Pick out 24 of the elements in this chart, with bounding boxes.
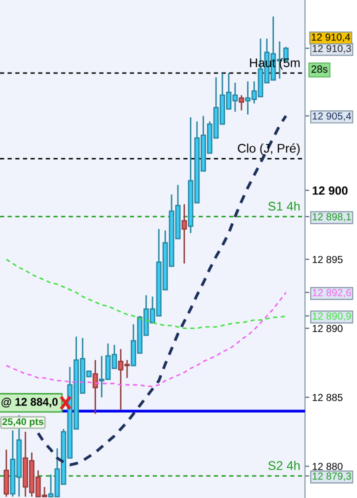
y-tick-label: 12 892,6 xyxy=(312,289,351,298)
candlestick xyxy=(238,94,244,112)
candlestick xyxy=(182,203,187,264)
candlestick xyxy=(92,359,98,415)
text: 28s xyxy=(312,65,328,73)
y-tick-label: 12 880 xyxy=(312,462,343,470)
y-tick-label: 12 895 xyxy=(312,256,343,264)
annotation: 25,40 pts xyxy=(2,418,44,428)
y-tick-label: 12 885 xyxy=(312,394,343,402)
y-tick-label: 12 910,3 xyxy=(312,44,351,54)
y-tick-label: 12 879,3 xyxy=(312,472,351,481)
ref-line-label: @ 12 884,0 xyxy=(2,398,58,408)
candlestick xyxy=(4,449,10,498)
line-series xyxy=(6,258,287,330)
y-tick-label: 12 890,9 xyxy=(312,312,351,321)
y-tick-label: 12 905,4 xyxy=(312,112,352,121)
line-series xyxy=(6,292,287,387)
ref-line-label: Clo (J, Pré) xyxy=(238,143,300,156)
ref-line-label: S1 4h xyxy=(268,201,300,211)
y-tick-label: 12 890 xyxy=(312,324,343,332)
text: 12 910,4 xyxy=(312,34,350,42)
y-tick-label: 12 900 xyxy=(312,186,348,195)
ref-line-label: S2 4h xyxy=(268,460,300,470)
y-tick-label: 12 898,1 xyxy=(312,213,351,222)
